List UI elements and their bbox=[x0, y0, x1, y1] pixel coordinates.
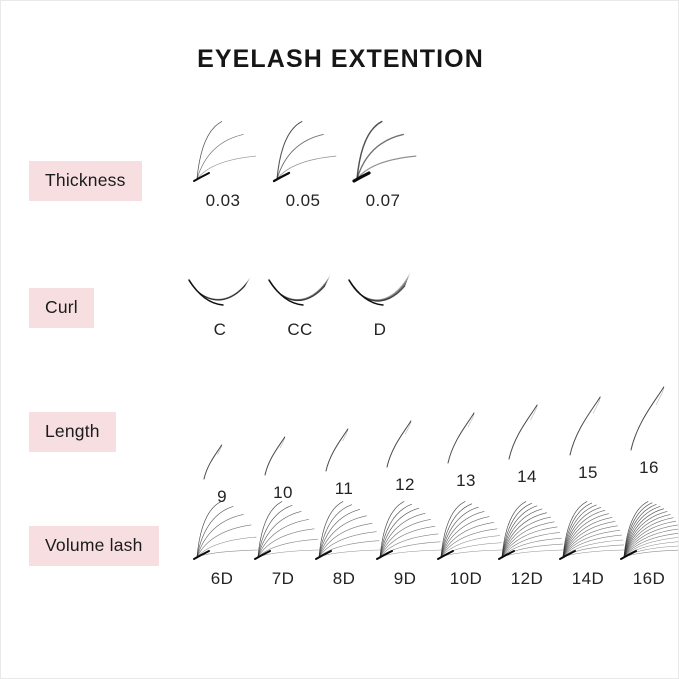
lash-curl-icon bbox=[185, 266, 255, 314]
lash-caption: 9D bbox=[393, 569, 417, 588]
lash-volume-fan-icon bbox=[435, 501, 503, 563]
lash-caption: D bbox=[373, 320, 387, 339]
lash-single-icon bbox=[627, 386, 671, 454]
lash-caption: 0.07 bbox=[365, 191, 401, 210]
lash-sample-length[interactable]: 10 bbox=[254, 386, 312, 503]
lash-caption: 0.05 bbox=[285, 191, 321, 210]
samples-length: 9 10 11 12 13 14 15 16 bbox=[193, 386, 678, 507]
lash-sample-volume[interactable]: 9D bbox=[374, 501, 442, 589]
row-volume: Volume lash 6D 7D 8D 9D 10D 12D 14D 16D bbox=[1, 501, 678, 621]
lash-volume-fan-icon bbox=[374, 501, 442, 563]
lash-volume-fan-icon bbox=[191, 501, 259, 563]
lash-caption: 15 bbox=[578, 463, 598, 482]
lash-caption: 14D bbox=[571, 569, 605, 588]
samples-volume: 6D 7D 8D 9D 10D 12D 14D 16D bbox=[191, 501, 678, 621]
lash-single-icon bbox=[261, 411, 305, 479]
lash-sample-volume[interactable]: 12D bbox=[496, 501, 564, 589]
row-curl: Curl C CC D bbox=[1, 266, 678, 386]
row-label-length: Length bbox=[29, 412, 116, 452]
lash-sample-length[interactable]: 12 bbox=[376, 386, 434, 495]
lash-curl-icon bbox=[265, 266, 335, 314]
lash-sample-curl[interactable]: D bbox=[341, 266, 419, 340]
lash-caption: 16 bbox=[639, 458, 659, 477]
row-length: Length 9 10 11 12 13 14 15 16 bbox=[1, 386, 678, 507]
lash-single-icon bbox=[322, 407, 366, 475]
lash-fan-icon bbox=[271, 121, 337, 185]
lash-single-icon bbox=[505, 395, 549, 463]
lash-sample-volume[interactable]: 6D bbox=[191, 501, 259, 589]
lash-caption: 12D bbox=[510, 569, 544, 588]
lash-sample-length[interactable]: 9 bbox=[193, 386, 251, 507]
lash-sample-thickness[interactable]: 0.05 bbox=[266, 121, 340, 211]
lash-volume-fan-icon bbox=[252, 501, 320, 563]
lash-single-icon bbox=[200, 415, 244, 483]
lash-sample-length[interactable]: 14 bbox=[498, 386, 556, 487]
lash-caption: 13 bbox=[456, 471, 476, 490]
samples-curl: C CC D bbox=[181, 266, 678, 386]
lash-sample-length[interactable]: 16 bbox=[620, 386, 678, 478]
lash-sample-volume[interactable]: 16D bbox=[618, 501, 678, 589]
lash-volume-fan-icon bbox=[496, 501, 564, 563]
row-thickness: Thickness 0.03 0.05 0.07 bbox=[1, 120, 678, 241]
lash-sample-volume[interactable]: 8D bbox=[313, 501, 381, 589]
lash-fan-icon bbox=[191, 121, 257, 185]
lash-caption: CC bbox=[287, 320, 313, 339]
lash-sample-volume[interactable]: 10D bbox=[435, 501, 503, 589]
lash-caption: 14 bbox=[517, 467, 537, 486]
lash-caption: 16D bbox=[632, 569, 666, 588]
lash-caption: 8D bbox=[332, 569, 356, 588]
lash-single-icon bbox=[444, 399, 488, 467]
lash-single-icon bbox=[566, 391, 610, 459]
lash-sample-length[interactable]: 11 bbox=[315, 386, 373, 499]
lash-caption: 6D bbox=[210, 569, 234, 588]
lash-sample-thickness[interactable]: 0.07 bbox=[346, 120, 420, 211]
lash-volume-fan-icon bbox=[557, 501, 625, 563]
lash-sample-thickness[interactable]: 0.03 bbox=[186, 121, 260, 211]
row-label-thickness: Thickness bbox=[29, 161, 142, 201]
lash-sample-curl[interactable]: CC bbox=[261, 266, 339, 340]
lash-sample-volume[interactable]: 14D bbox=[557, 501, 625, 589]
samples-thickness: 0.03 0.05 0.07 bbox=[186, 120, 678, 241]
row-label-volume: Volume lash bbox=[29, 526, 159, 566]
lash-caption: 0.03 bbox=[205, 191, 241, 210]
lash-volume-fan-icon bbox=[618, 501, 678, 563]
lash-curl-icon bbox=[345, 266, 415, 314]
lash-fan-icon bbox=[351, 120, 417, 185]
lash-sample-length[interactable]: 15 bbox=[559, 386, 617, 483]
page-title: EYELASH EXTENTION bbox=[197, 45, 484, 73]
lash-single-icon bbox=[383, 403, 427, 471]
lash-sample-volume[interactable]: 7D bbox=[252, 501, 320, 589]
lash-sample-curl[interactable]: C bbox=[181, 266, 259, 340]
lash-caption: 7D bbox=[271, 569, 295, 588]
lash-sample-length[interactable]: 13 bbox=[437, 386, 495, 491]
lash-caption: 10 bbox=[273, 483, 293, 502]
lash-caption: C bbox=[213, 320, 227, 339]
lash-caption: 9 bbox=[217, 487, 227, 506]
row-label-curl: Curl bbox=[29, 288, 94, 328]
lash-caption: 12 bbox=[395, 475, 415, 494]
lash-caption: 11 bbox=[334, 479, 354, 498]
lash-caption: 10D bbox=[449, 569, 483, 588]
lash-volume-fan-icon bbox=[313, 501, 381, 563]
